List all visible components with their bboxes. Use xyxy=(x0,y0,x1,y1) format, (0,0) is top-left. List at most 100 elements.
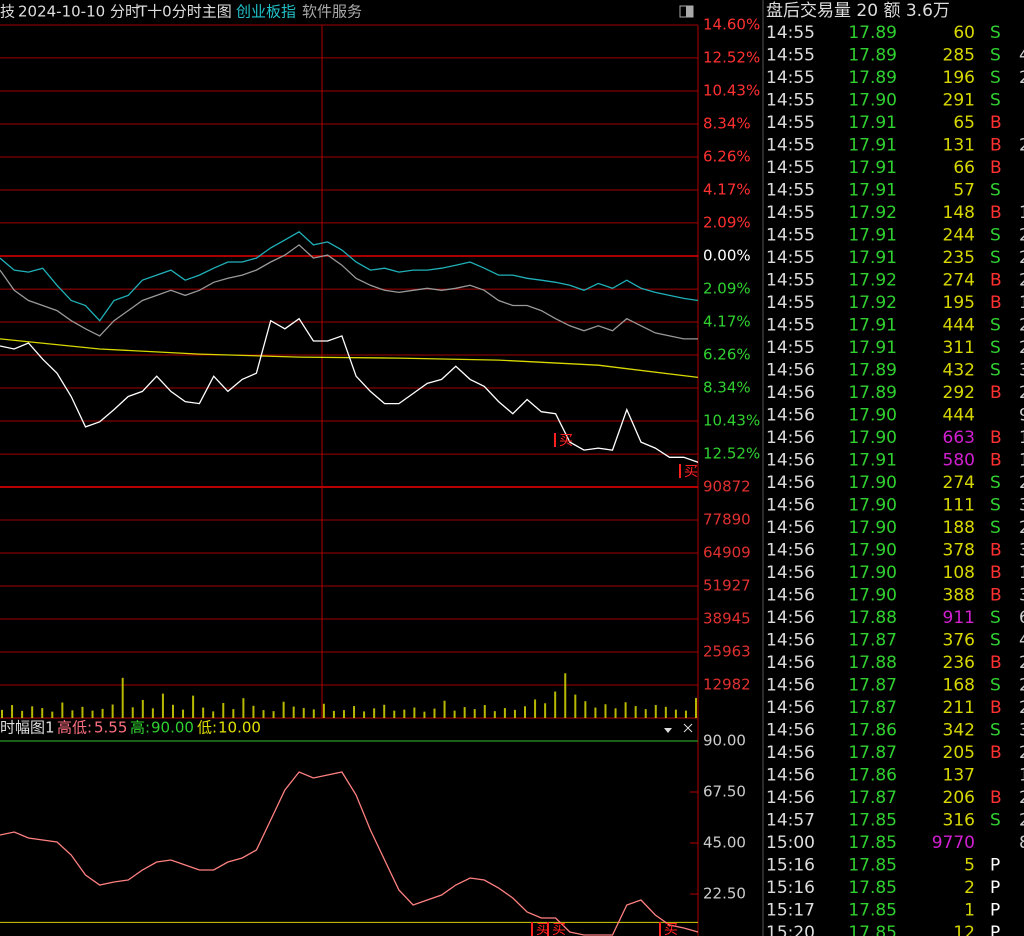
y-tick-label: 2.09% xyxy=(703,280,751,298)
trade-price: 17.88 xyxy=(848,608,897,628)
index-name[interactable]: 创业板指 xyxy=(236,3,296,21)
trade-side: B xyxy=(990,271,1002,291)
trade-time: 14:55 xyxy=(766,293,815,313)
y-tick-label: 0.00% xyxy=(703,247,751,265)
close-icon[interactable] xyxy=(683,723,693,733)
trade-price: 17.92 xyxy=(848,293,897,313)
sector[interactable]: 软件服务 xyxy=(302,3,362,21)
y-tick-label: 25963 xyxy=(703,643,751,661)
volume-bar xyxy=(513,709,516,718)
annotation: 买 xyxy=(536,922,550,936)
trade-time: 15:20 xyxy=(766,923,815,936)
trade-time: 14:56 xyxy=(766,473,815,493)
trade-time: 14:55 xyxy=(766,136,815,156)
annotation: 买 xyxy=(552,922,566,936)
volume-bar xyxy=(51,711,54,718)
volume-bar xyxy=(232,709,235,718)
trade-count: 2 xyxy=(1019,698,1024,718)
trade-price: 17.91 xyxy=(848,136,897,156)
annotation: 买 xyxy=(664,922,678,936)
volume-bar xyxy=(554,691,557,718)
trade-time: 14:56 xyxy=(766,496,815,516)
trade-volume: 311 xyxy=(943,338,975,358)
trade-volume: 235 xyxy=(943,248,975,268)
trade-count: 1 xyxy=(1019,451,1024,471)
trade-count: 2 xyxy=(1019,788,1024,808)
trade-time: 14:56 xyxy=(766,721,815,741)
y-tick-label: 90872 xyxy=(703,478,751,496)
trade-time: 14:55 xyxy=(766,113,815,133)
trade-side: B xyxy=(990,451,1002,471)
trade-price: 17.85 xyxy=(848,811,897,831)
volume-bar xyxy=(413,707,416,718)
range-value: 5.55 xyxy=(94,719,127,737)
y-tick-label: 12.52% xyxy=(703,445,760,463)
volume-bar xyxy=(11,705,14,718)
trade-time: 14:55 xyxy=(766,316,815,336)
trade-price: 17.89 xyxy=(848,46,897,66)
volume-bar xyxy=(161,693,164,718)
volume-bar xyxy=(31,706,34,718)
volume-bar xyxy=(101,708,104,718)
series-line xyxy=(0,231,699,322)
trade-price: 17.91 xyxy=(848,226,897,246)
volume-bar xyxy=(202,707,205,718)
volume-bar xyxy=(111,704,114,718)
trade-count: 2 xyxy=(1019,136,1024,156)
trade-price: 17.89 xyxy=(848,68,897,88)
trade-time: 14:56 xyxy=(766,743,815,763)
trade-time: 14:55 xyxy=(766,181,815,201)
trade-side: B xyxy=(990,541,1002,561)
trade-price: 17.90 xyxy=(848,586,897,606)
trade-volume: 376 xyxy=(943,631,975,651)
trade-volume: 244 xyxy=(943,226,975,246)
trade-count: 9 xyxy=(1019,406,1024,426)
volume-bar xyxy=(695,697,697,718)
trade-volume: 342 xyxy=(943,721,975,741)
dropdown-icon[interactable] xyxy=(664,728,672,733)
trade-price: 17.87 xyxy=(848,743,897,763)
series-line xyxy=(0,771,699,936)
trade-count: 1 xyxy=(1019,766,1024,786)
trade-side: S xyxy=(990,46,1001,66)
trade-price: 17.89 xyxy=(848,23,897,43)
trade-side: S xyxy=(990,676,1001,696)
volume-bar xyxy=(594,707,597,718)
trade-volume: 444 xyxy=(943,406,975,426)
trade-count: 2 xyxy=(1019,676,1024,696)
trade-volume: 148 xyxy=(943,203,975,223)
volume-bar xyxy=(664,706,667,718)
trade-volume: 2 xyxy=(964,878,975,898)
trade-time: 14:56 xyxy=(766,518,815,538)
trade-volume: 663 xyxy=(943,428,975,448)
trade-price: 17.87 xyxy=(848,698,897,718)
toggle-icon-fill xyxy=(686,6,693,17)
trade-time: 14:56 xyxy=(766,451,815,471)
trade-volume: 274 xyxy=(943,473,975,493)
trade-price: 17.90 xyxy=(848,563,897,583)
trade-volume: 274 xyxy=(943,271,975,291)
trade-count: 80 xyxy=(1019,833,1024,853)
trade-volume: 108 xyxy=(943,563,975,583)
trade-volume: 911 xyxy=(943,608,975,628)
trade-count: 2 xyxy=(1019,271,1024,291)
trade-side: B xyxy=(990,653,1002,673)
trade-count: 1 xyxy=(1019,293,1024,313)
volume-bar xyxy=(171,704,174,718)
y-tick-label: 45.00 xyxy=(703,834,746,852)
trade-price: 17.90 xyxy=(848,541,897,561)
trade-time: 14:56 xyxy=(766,361,815,381)
high-label: 高: xyxy=(130,719,150,737)
trade-side: S xyxy=(990,68,1001,88)
trade-volume: 211 xyxy=(943,698,975,718)
trade-time: 14:56 xyxy=(766,653,815,673)
trade-price: 17.85 xyxy=(848,833,897,853)
trade-side: S xyxy=(990,338,1001,358)
trade-count: 4 xyxy=(1019,46,1024,66)
y-tick-label: 6.26% xyxy=(703,346,751,364)
volume-bar xyxy=(614,708,617,718)
trade-price: 17.90 xyxy=(848,428,897,448)
y-tick-label: 38945 xyxy=(703,610,751,628)
volume-bar xyxy=(61,702,64,718)
